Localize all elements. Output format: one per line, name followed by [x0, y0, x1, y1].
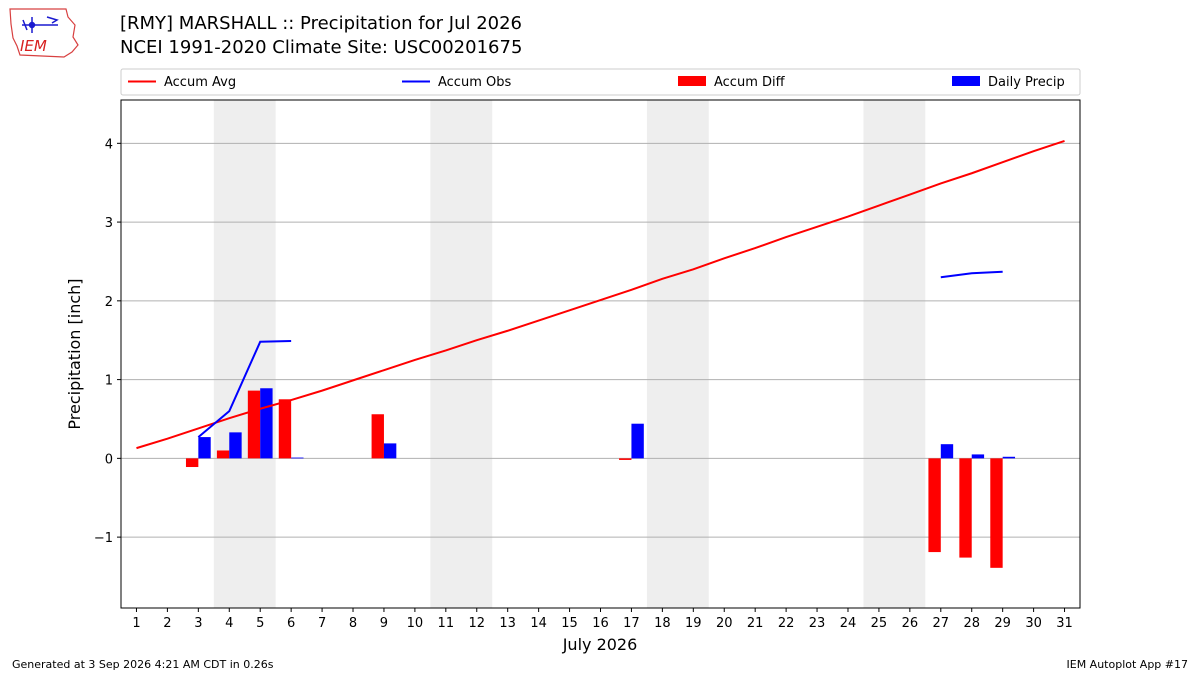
daily-precip-bar	[260, 388, 273, 459]
accum-diff-bar	[371, 414, 384, 459]
x-tick-label: 3	[194, 616, 202, 631]
legend-label: Accum Avg	[164, 75, 236, 90]
daily-precip-bar	[383, 443, 397, 459]
x-tick-label: 2	[163, 616, 171, 631]
weekend-band	[213, 100, 276, 608]
y-tick-label: 0	[105, 452, 113, 467]
accum-diff-bar	[990, 458, 1003, 568]
iem-logo: IEM	[9, 8, 79, 58]
x-tick-label: 26	[902, 616, 919, 631]
y-tick-label: 2	[105, 295, 113, 310]
iowa-outline-icon	[9, 8, 79, 58]
x-tick-label: 11	[438, 616, 455, 631]
x-tick-label: 17	[623, 616, 640, 631]
accum-diff-bar	[216, 450, 230, 459]
x-tick-label: 8	[349, 616, 357, 631]
legend-swatch-bar	[952, 76, 980, 86]
x-tick-label: 13	[499, 616, 516, 631]
weekend-band	[430, 100, 493, 608]
accum-diff-bar	[619, 458, 632, 460]
accum-obs-line	[940, 270, 1003, 279]
accum-obs-line	[197, 340, 292, 438]
daily-precip-bar	[631, 423, 644, 459]
legend-label: Accum Diff	[714, 75, 786, 90]
x-tick-label: 15	[561, 616, 578, 631]
weekend-band	[646, 100, 709, 608]
legend-swatch-bar	[678, 76, 706, 86]
generated-timestamp: Generated at 3 Sep 2026 4:21 AM CDT in 0…	[12, 658, 274, 671]
grid-lines	[121, 142, 1080, 538]
legend-label: Daily Precip	[988, 75, 1065, 90]
y-tick-label: 3	[105, 216, 113, 231]
legend-items: Accum Avg Accum Obs Accum Diff Daily Precip	[128, 75, 1065, 90]
weather-station-icon	[22, 16, 59, 33]
daily-precip-bar	[291, 457, 304, 459]
x-tick-label: 4	[225, 616, 233, 631]
x-axis-label: July 2026	[562, 635, 638, 654]
x-tick-label: 5	[256, 616, 264, 631]
x-tick-label: 25	[871, 616, 888, 631]
bars	[185, 388, 1016, 568]
daily-precip-bar	[1002, 456, 1016, 459]
y-tick-label: 1	[105, 374, 113, 389]
x-tick-label: 21	[747, 616, 764, 631]
x-tick-label: 9	[380, 616, 388, 631]
x-tick-label: 20	[716, 616, 733, 631]
accum-diff-bar	[959, 458, 972, 558]
x-tick-label: 24	[840, 616, 857, 631]
x-tick-label: 12	[468, 616, 485, 631]
x-tick-label: 6	[287, 616, 295, 631]
accum-avg-line	[136, 140, 1065, 450]
daily-precip-bar	[971, 454, 985, 459]
x-tick-label: 23	[809, 616, 826, 631]
app-credit: IEM Autoplot App #17	[1066, 658, 1189, 671]
x-tick-label: 1	[132, 616, 140, 631]
weekend-shading	[213, 100, 926, 608]
x-tick-label: 31	[1056, 616, 1073, 631]
weekend-band	[863, 100, 926, 608]
x-tick-label: 28	[963, 616, 980, 631]
accum-diff-bar	[185, 458, 199, 468]
x-tick-label: 14	[530, 616, 547, 631]
x-tick-label: 16	[592, 616, 609, 631]
chart-title: [RMY] MARSHALL :: Precipitation for Jul …	[120, 13, 523, 34]
x-tick-label: 10	[407, 616, 424, 631]
x-tick-label: 30	[1025, 616, 1042, 631]
accum-diff-bar	[928, 458, 941, 553]
lines	[136, 140, 1065, 450]
logo-text: IEM	[20, 37, 47, 55]
legend	[120, 68, 1081, 96]
accum-diff-bar	[247, 390, 261, 459]
x-tick-label: 29	[994, 616, 1011, 631]
chart-subtitle: NCEI 1991-2020 Climate Site: USC00201675	[120, 37, 523, 58]
y-axis-label: Precipitation [inch]	[65, 278, 84, 429]
x-tick-label: 19	[685, 616, 702, 631]
x-tick-label: 18	[654, 616, 671, 631]
daily-precip-bar	[229, 432, 242, 459]
x-tick-label: 22	[778, 616, 795, 631]
accum-diff-bar	[278, 399, 292, 459]
x-tick-label: 7	[318, 616, 326, 631]
y-tick-label: −1	[94, 531, 113, 546]
x-tick-label: 27	[933, 616, 950, 631]
daily-precip-bar	[940, 444, 954, 459]
daily-precip-bar	[198, 437, 211, 459]
legend-label: Accum Obs	[438, 75, 511, 90]
y-tick-label: 4	[105, 137, 113, 152]
